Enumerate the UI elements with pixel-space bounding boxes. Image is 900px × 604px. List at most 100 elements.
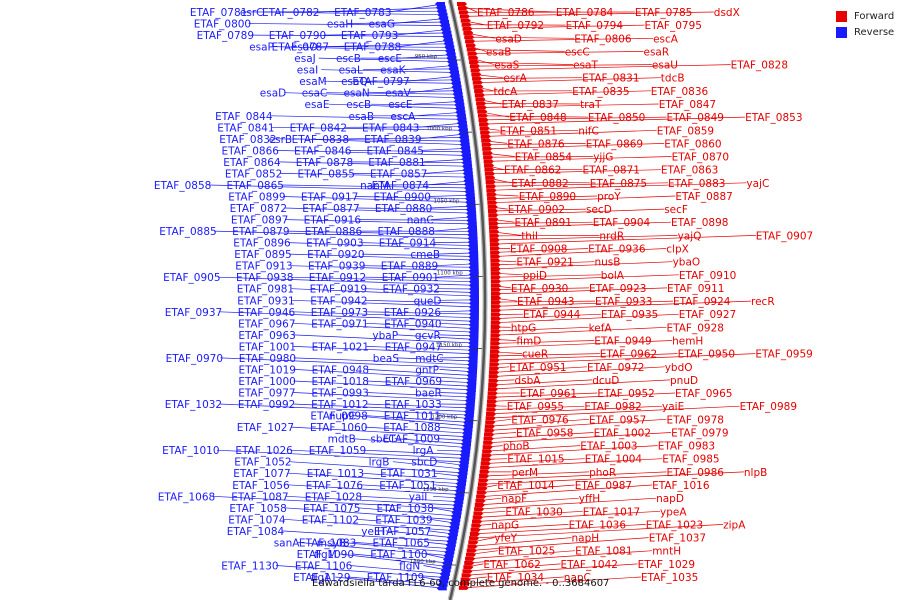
forward-feature <box>491 296 501 300</box>
forward-feature <box>488 209 498 213</box>
reverse-feature <box>450 74 460 78</box>
reverse-feature <box>456 117 466 121</box>
reverse-feature <box>469 294 479 298</box>
gene-label: ETAF_0963 <box>238 330 295 342</box>
forward-feature <box>464 35 474 39</box>
reverse-feature <box>448 63 458 67</box>
legend-reverse-label: Reverse <box>854 27 894 38</box>
forward-feature <box>490 259 500 263</box>
gene-label: ETAF_0850 <box>588 112 645 124</box>
reverse-feature <box>467 377 477 381</box>
gene-label: ETAF_1106 <box>295 561 353 573</box>
reverse-feature <box>469 305 479 309</box>
gene-label: ETAF_0942 <box>310 295 367 307</box>
reverse-feature <box>467 233 477 237</box>
reverse-feature <box>443 38 453 42</box>
gene-label: gntP <box>415 364 439 376</box>
gene-label: ETAF_0989 <box>740 401 797 413</box>
forward-feature <box>491 304 501 308</box>
gene-label: ETAF_0916 <box>304 215 362 227</box>
gene-label: nrdR <box>599 230 624 242</box>
forward-feature <box>484 159 494 163</box>
gene-label: ETAF_0907 <box>756 230 813 242</box>
reverse-feature <box>461 154 471 158</box>
gene-label: esaK <box>380 65 406 77</box>
gene-label: escC <box>565 46 590 58</box>
gene-label: yeiH <box>361 526 385 538</box>
reverse-feature <box>463 428 473 432</box>
forward-feature <box>486 180 496 184</box>
gene-label: perM <box>512 467 539 479</box>
gene-label: lrgA <box>413 445 435 457</box>
forward-feature <box>475 93 485 97</box>
forward-swatch <box>836 11 847 22</box>
gene-label: ETAF_1088 <box>383 422 440 434</box>
gene-label: ETAF_1031 <box>380 468 437 480</box>
reverse-feature <box>469 291 479 295</box>
reverse-feature <box>446 56 456 60</box>
gene-label: esaJ <box>294 53 315 65</box>
gene-label: ETAF_0875 <box>590 178 647 190</box>
gene-label: ETAF_0870 <box>672 152 729 164</box>
gene-label: ETAF_0899 <box>228 192 285 204</box>
forward-feature <box>489 221 499 225</box>
forward-feature <box>458 6 468 10</box>
forward-feature <box>480 466 490 470</box>
gene-label: ETAF_0788 <box>344 42 401 54</box>
forward-feature <box>475 97 485 101</box>
gene-label: ETAF_1032 <box>165 399 222 411</box>
reverse-feature <box>446 543 456 547</box>
forward-feature <box>473 511 483 515</box>
reverse-feature <box>469 312 479 316</box>
forward-feature <box>480 130 490 134</box>
gene-label: nupC <box>329 411 356 423</box>
gene-label: ETAF_1075 <box>303 503 360 515</box>
gene-label: ETAF_0860 <box>664 138 721 150</box>
gene-label: ETAF_0882 <box>511 178 568 190</box>
gene-label: ETAF_0828 <box>731 60 788 72</box>
forward-feature <box>487 400 497 404</box>
reverse-feature <box>454 103 464 107</box>
reverse-feature <box>442 34 452 38</box>
gene-label: ETAF_0846 <box>294 145 352 157</box>
gene-label: ETAF_0876 <box>507 138 565 150</box>
reverse-feature <box>469 323 479 327</box>
reverse-feature <box>469 283 479 287</box>
gene-label: msyB <box>317 537 346 549</box>
forward-feature <box>471 524 481 528</box>
reverse-feature <box>447 536 457 540</box>
gene-label: esrC <box>240 7 264 19</box>
gene-label: escB <box>336 53 361 65</box>
forward-feature <box>469 60 479 64</box>
gene-label: ETAF_0879 <box>232 226 289 238</box>
forward-feature <box>472 77 482 81</box>
gene-label: sanA <box>274 537 301 549</box>
forward-feature <box>465 39 475 43</box>
reverse-feature <box>444 45 454 49</box>
gene-label: ETAF_0978 <box>667 414 724 426</box>
forward-feature <box>472 520 482 524</box>
reverse-feature <box>468 244 478 248</box>
forward-feature <box>483 155 493 159</box>
reverse-feature <box>469 330 479 334</box>
reverse-feature <box>465 406 475 410</box>
reverse-feature <box>464 186 474 190</box>
gene-label: ETAF_1029 <box>638 559 695 571</box>
reverse-feature <box>449 525 459 529</box>
gene-label: ETAF_0958 <box>516 428 573 440</box>
forward-feature <box>473 515 483 519</box>
reverse-feature <box>461 438 471 442</box>
gene-label: lrgB <box>369 457 390 469</box>
forward-feature <box>491 267 501 271</box>
reverse-feature <box>460 453 470 457</box>
gene-label: ETAF_0842 <box>290 122 347 134</box>
forward-feature <box>483 151 493 155</box>
gene-label: esaN <box>344 88 370 100</box>
reverse-feature <box>453 92 463 96</box>
gene-label: ETAF_0847 <box>659 99 716 111</box>
gene-label: queD <box>414 295 442 307</box>
reverse-feature <box>462 431 472 435</box>
forward-feature <box>478 482 488 486</box>
gene-label: ETAF_0843 <box>362 122 419 134</box>
gene-label: ETAF_0993 <box>311 388 368 400</box>
